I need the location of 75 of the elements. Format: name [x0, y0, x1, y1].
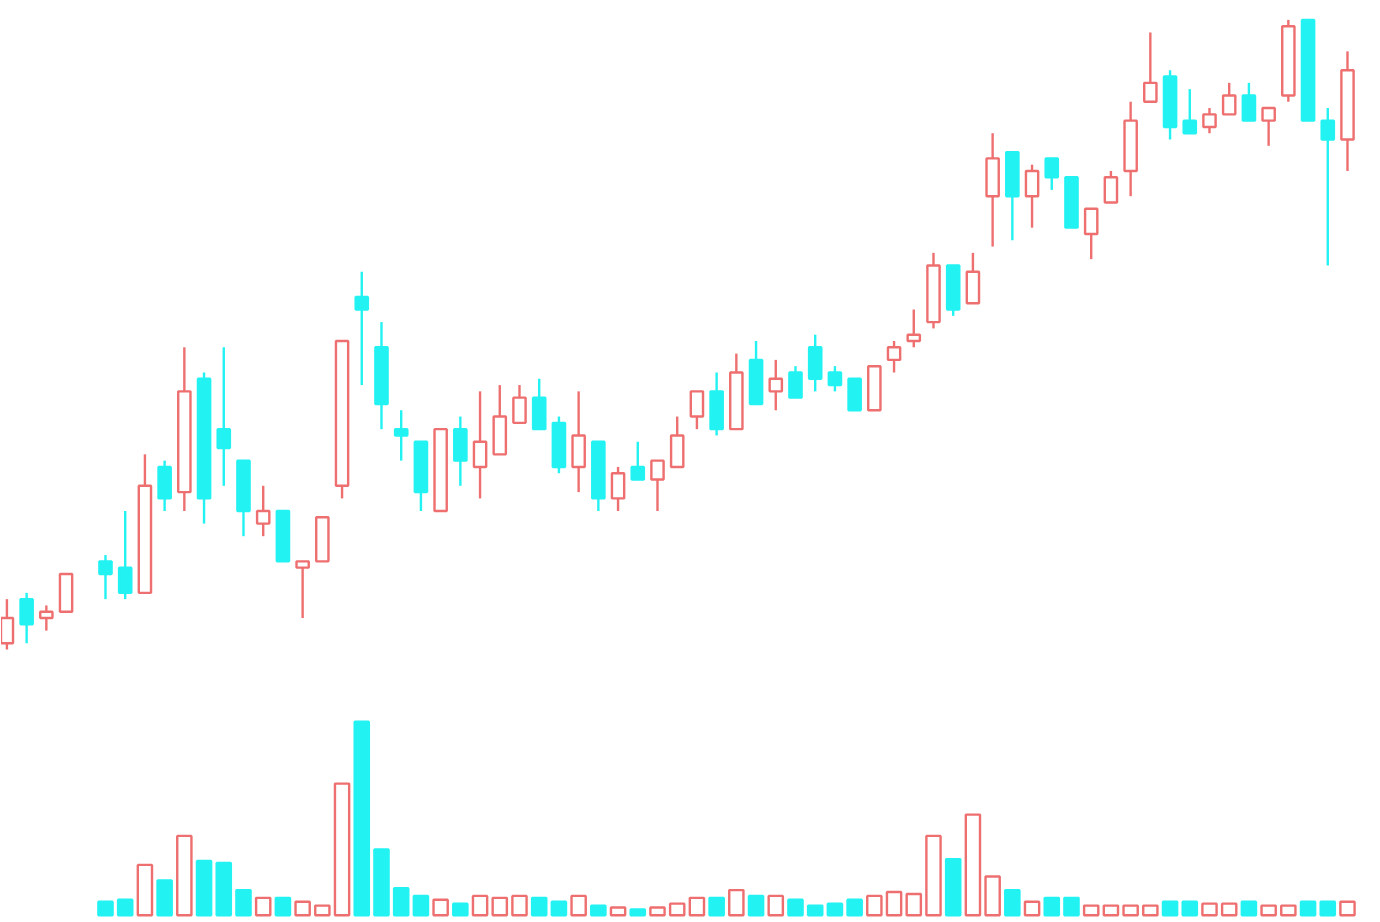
- candlestick: [216, 346, 232, 488]
- candlestick: [1024, 163, 1040, 229]
- candlestick: [512, 383, 527, 425]
- candlestick: [886, 339, 902, 374]
- candlestick: [39, 604, 54, 632]
- candlestick: [630, 440, 646, 481]
- candlestick: [255, 484, 271, 538]
- bar: [156, 879, 173, 917]
- candlestick: [985, 132, 1000, 248]
- candlestick: [847, 377, 862, 412]
- candlestick: [1182, 87, 1198, 135]
- candlestick: [1221, 81, 1237, 116]
- candlestick: [709, 371, 724, 437]
- candlestick: [1261, 106, 1276, 148]
- bar: [136, 863, 154, 917]
- candlestick: [867, 364, 882, 412]
- candlestick: [19, 591, 34, 645]
- candlestick: [1044, 157, 1060, 192]
- candlestick: [669, 415, 685, 469]
- candlestick: [1, 597, 15, 651]
- bar: [432, 898, 449, 917]
- candlestick: [295, 560, 310, 620]
- candlestick: [157, 459, 172, 513]
- candlestick: [492, 383, 508, 456]
- candlestick: [1320, 106, 1336, 267]
- bar: [274, 896, 292, 917]
- bar: [767, 894, 785, 917]
- candlestick: [453, 415, 468, 488]
- bar: [708, 896, 725, 917]
- candlestick: [965, 251, 981, 305]
- candlestick: [1143, 31, 1158, 103]
- candlestick: [571, 390, 586, 494]
- bar: [728, 888, 745, 917]
- candlestick: [393, 409, 409, 462]
- candlestick: [58, 572, 74, 613]
- candlestick: [807, 333, 823, 393]
- bar: [944, 857, 962, 917]
- candlestick: [748, 339, 764, 406]
- candlestick: [945, 264, 961, 318]
- candlestick: [1241, 81, 1257, 122]
- candlestick: [610, 465, 626, 513]
- candlestick: [788, 364, 803, 399]
- candlestick: [827, 364, 843, 393]
- bar: [530, 896, 548, 917]
- bar: [1240, 900, 1258, 917]
- candlestick: [768, 358, 784, 412]
- bar: [570, 894, 587, 917]
- candlestick: [1103, 169, 1119, 204]
- bar: [412, 894, 430, 917]
- candlestick: [551, 415, 567, 475]
- bar: [550, 900, 568, 917]
- bar: [1023, 900, 1041, 917]
- candlestick: [1202, 106, 1217, 135]
- bar: [452, 902, 469, 917]
- candlestick: [906, 308, 922, 349]
- bar: [629, 908, 647, 917]
- candlestick: [531, 377, 547, 431]
- candlestick: [1083, 207, 1099, 261]
- candlestick: [1005, 150, 1020, 242]
- bar: [254, 896, 272, 917]
- candlestick: [354, 270, 370, 387]
- candlestick: [98, 553, 113, 601]
- bar: [609, 906, 627, 917]
- bar: [688, 896, 706, 917]
- bar: [747, 894, 765, 917]
- candlestick: [472, 390, 488, 500]
- bar: [176, 834, 193, 917]
- candlestick: [315, 516, 330, 563]
- bar: [590, 904, 607, 917]
- candlestick: [689, 390, 705, 431]
- bar: [1339, 900, 1356, 917]
- bar: [1082, 904, 1100, 917]
- bar: [1004, 888, 1021, 917]
- candlestick: [650, 459, 665, 513]
- candlestick: [117, 509, 133, 601]
